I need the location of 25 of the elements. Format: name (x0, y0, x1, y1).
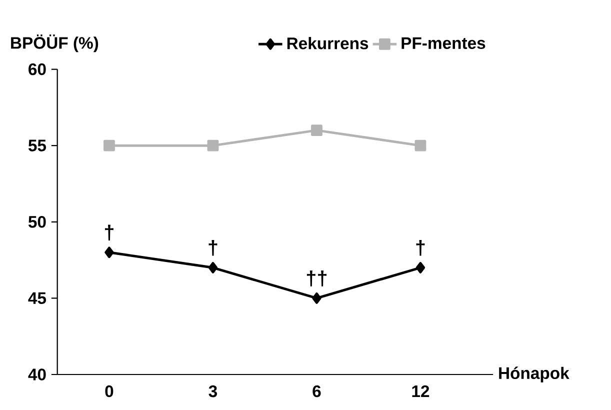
y-tick-label: 45 (28, 292, 46, 304)
point (104, 140, 115, 152)
y-tick-label: 50 (28, 216, 46, 228)
point (311, 124, 322, 136)
legend-label: PF-mentes (402, 37, 486, 49)
point (207, 140, 219, 152)
point (414, 140, 426, 152)
y-tick-label: 40 (28, 368, 46, 380)
y-tick-label: 60 (28, 63, 46, 76)
point (104, 246, 114, 258)
annotation: †† (306, 270, 326, 286)
y-tick-label: 55 (28, 140, 46, 152)
x-axis-title: Hónapok (499, 366, 570, 382)
x-tick-label: 6 (312, 385, 321, 398)
annotation: † (416, 240, 425, 256)
point (208, 262, 218, 274)
x-tick-label: 12 (412, 385, 430, 397)
point (416, 262, 426, 274)
x-tick-label: 3 (208, 385, 218, 398)
point (312, 292, 322, 304)
legend-label: Rekurrens (287, 37, 368, 50)
annotation: † (105, 224, 114, 240)
x-tick-label: 0 (105, 385, 114, 398)
y-axis-title: BPÖÜF (%) (11, 34, 98, 52)
annotation: † (208, 240, 218, 256)
